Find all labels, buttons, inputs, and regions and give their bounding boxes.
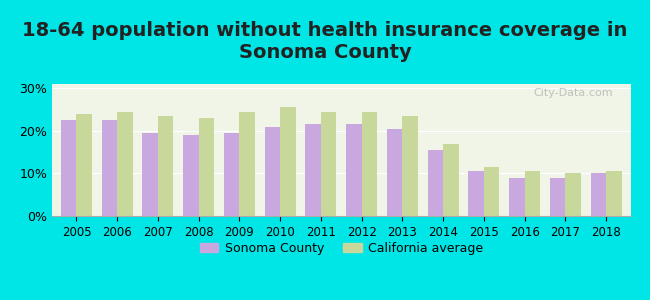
Bar <box>265 127 280 216</box>
Bar <box>509 178 525 216</box>
Text: 18-64 population without health insurance coverage in Sonoma County: 18-64 population without health insuranc… <box>22 21 628 62</box>
Bar <box>224 133 239 216</box>
Bar <box>199 118 214 216</box>
Bar <box>606 171 621 216</box>
Bar <box>484 167 499 216</box>
Bar <box>402 116 418 216</box>
Text: City-Data.com: City-Data.com <box>534 88 613 98</box>
Bar <box>428 150 443 216</box>
Bar <box>387 129 402 216</box>
Bar <box>469 171 484 216</box>
Bar <box>158 116 174 216</box>
Bar <box>239 112 255 216</box>
Bar <box>346 124 361 216</box>
Bar <box>77 114 92 216</box>
Bar <box>306 124 321 216</box>
Bar <box>550 178 566 216</box>
Bar <box>142 133 158 216</box>
Bar <box>101 120 117 216</box>
Legend: Sonoma County, California average: Sonoma County, California average <box>194 237 488 260</box>
Bar <box>183 135 199 216</box>
Bar <box>361 112 377 216</box>
Bar <box>61 120 77 216</box>
Bar <box>280 107 296 216</box>
Bar <box>117 112 133 216</box>
Bar <box>321 112 336 216</box>
Bar <box>591 173 606 216</box>
Bar <box>443 144 459 216</box>
Bar <box>566 173 581 216</box>
Bar <box>525 171 540 216</box>
